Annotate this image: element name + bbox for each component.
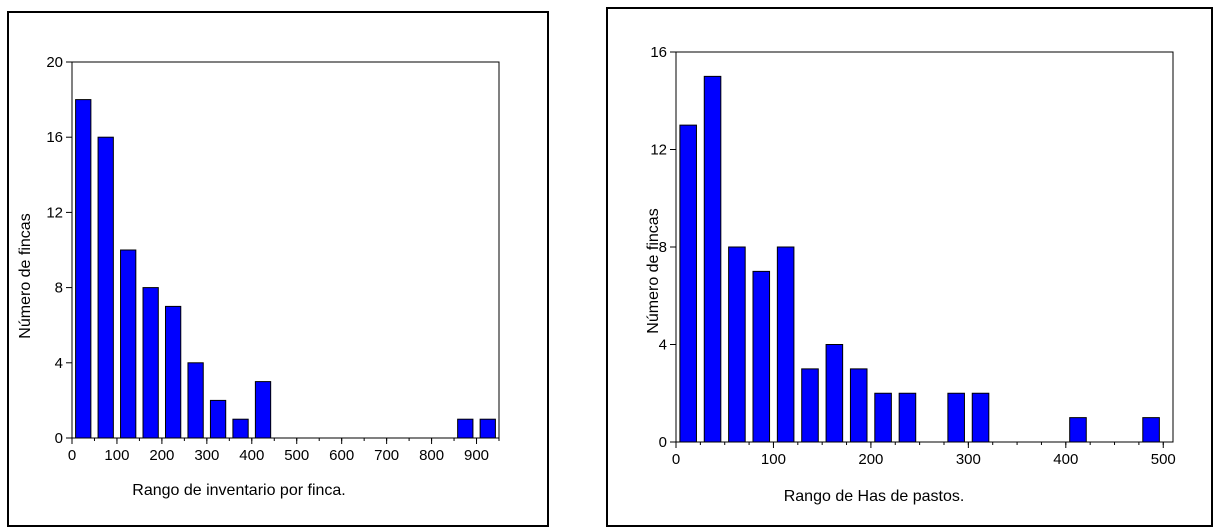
histogram-bar bbox=[728, 246, 746, 443]
histogram-bar bbox=[254, 381, 272, 439]
histogram-bar bbox=[479, 418, 496, 439]
y-tick-label: 0 bbox=[55, 430, 63, 447]
histogram-bar bbox=[187, 362, 204, 439]
y-tick-label: 20 bbox=[46, 54, 63, 71]
histogram-bar bbox=[801, 368, 819, 443]
pastos-histogram: 0 4 8 12 16 0 100 200 300 400 500 Rango de Has de … bbox=[645, 44, 1176, 505]
y-tick-label: 16 bbox=[650, 44, 667, 61]
histogram-bar bbox=[209, 399, 227, 439]
histogram-bar bbox=[947, 392, 965, 443]
histogram-bar bbox=[1069, 417, 1087, 443]
left-chart-panel: 0 4 8 12 16 20 0 100 200 300 400 500 600 700 800 900 Ra… bbox=[7, 11, 549, 527]
x-tick-label: 200 bbox=[858, 451, 883, 468]
histogram-bar bbox=[232, 418, 249, 439]
x-axis-label: Rango de Has de pastos. bbox=[784, 488, 965, 505]
x-tick-label: 200 bbox=[149, 447, 174, 464]
histogram-bar bbox=[164, 305, 182, 439]
histogram-bar bbox=[703, 75, 722, 443]
histogram-bar bbox=[75, 99, 92, 439]
histogram-bar bbox=[874, 392, 892, 443]
histogram-bar bbox=[898, 392, 917, 443]
plot-frame bbox=[71, 61, 500, 439]
x-tick-label: 800 bbox=[419, 447, 444, 464]
histogram-bar bbox=[142, 287, 159, 439]
x-axis-label: Rango de inventario por finca. bbox=[132, 482, 345, 499]
x-tick-label: 400 bbox=[239, 447, 264, 464]
x-tick-label: 400 bbox=[1053, 451, 1078, 468]
y-axis-label: Número de fincas bbox=[645, 208, 662, 333]
x-tick-label: 900 bbox=[464, 447, 489, 464]
y-tick-label: 4 bbox=[55, 355, 63, 372]
x-tick-label: 100 bbox=[761, 451, 786, 468]
y-tick-label: 16 bbox=[46, 129, 63, 146]
x-tick-label: 0 bbox=[672, 451, 680, 468]
histogram-bar bbox=[97, 136, 114, 439]
histogram-bar bbox=[971, 392, 990, 443]
x-tick-label: 700 bbox=[374, 447, 399, 464]
right-chart-panel: 0 4 8 12 16 0 100 200 300 400 500 Rango de Has de … bbox=[606, 7, 1213, 527]
y-tick-label: 4 bbox=[659, 337, 667, 354]
x-tick-label: 300 bbox=[956, 451, 981, 468]
x-tick-label: 100 bbox=[104, 447, 129, 464]
x-tick-label: 600 bbox=[329, 447, 354, 464]
histogram-bar bbox=[776, 246, 795, 443]
histogram-bar bbox=[120, 249, 137, 439]
y-tick-label: 8 bbox=[659, 239, 667, 256]
histogram-bar bbox=[1142, 417, 1160, 443]
y-tick-label: 8 bbox=[55, 280, 63, 297]
histogram-bar bbox=[849, 368, 868, 443]
y-tick-label: 0 bbox=[659, 434, 667, 451]
x-tick-label: 0 bbox=[68, 447, 76, 464]
x-tick-label: 500 bbox=[284, 447, 309, 464]
plot-frame bbox=[675, 51, 1174, 443]
y-tick-label: 12 bbox=[46, 204, 63, 221]
histogram-bar bbox=[752, 270, 771, 443]
histogram-bar bbox=[457, 418, 474, 439]
y-tick-label: 12 bbox=[650, 142, 667, 159]
y-axis-label: Número de fincas bbox=[17, 213, 34, 338]
x-tick-label: 500 bbox=[1151, 451, 1176, 468]
histogram-bar bbox=[825, 344, 844, 443]
histogram-bar bbox=[679, 124, 697, 443]
x-tick-label: 300 bbox=[194, 447, 219, 464]
